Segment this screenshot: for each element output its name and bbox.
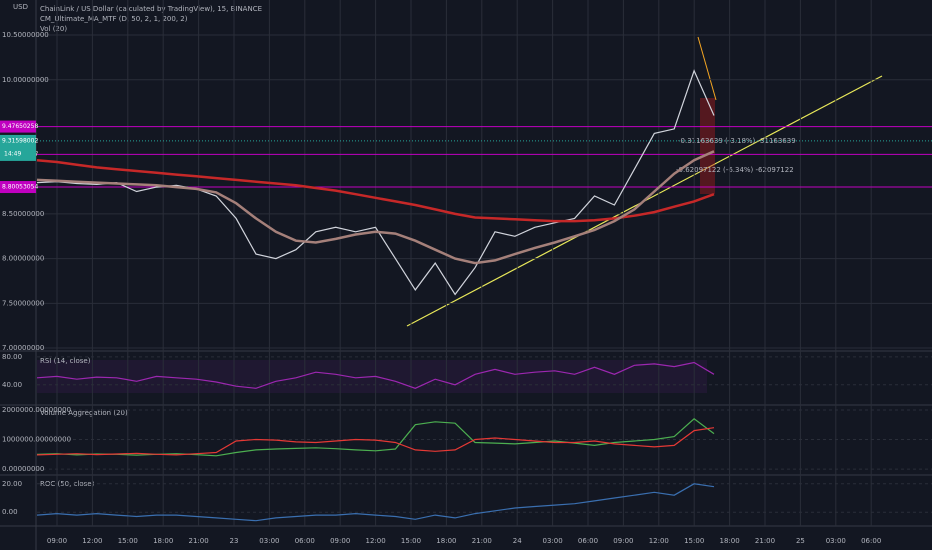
time-label: 21:00 — [472, 537, 492, 545]
measure-box[interactable] — [700, 98, 715, 194]
time-label: 15:00 — [118, 537, 138, 545]
time-label: 21:00 — [755, 537, 775, 545]
time-label: 03:00 — [826, 537, 846, 545]
time-label: 09:00 — [613, 537, 633, 545]
y-tick-label: 0.00000000 — [2, 465, 44, 473]
level-label: 8.80053054 — [2, 184, 38, 191]
y-tick-label: 40.00 — [2, 381, 22, 389]
indicator-title: Vol (20) — [40, 25, 67, 33]
series-line — [36, 361, 715, 389]
time-label: 24 — [513, 537, 522, 545]
time-label: 25 — [796, 537, 805, 545]
time-label: 12:00 — [82, 537, 102, 545]
time-label: 06:00 — [861, 537, 881, 545]
current-price-label: 9.31598002 — [2, 137, 38, 144]
countdown-label: 14:49 — [4, 150, 21, 157]
time-label: 18:00 — [720, 537, 740, 545]
time-label: 06:00 — [578, 537, 598, 545]
time-label: 23 — [230, 537, 239, 545]
time-label: 15:00 — [684, 537, 704, 545]
pane-title: Volume Aggregation (20) — [40, 409, 128, 417]
y-tick-label: 2000000.00000000 — [2, 406, 71, 414]
series-line — [36, 427, 715, 456]
level-box — [0, 181, 36, 194]
y-tick-label: 8.00000000 — [2, 255, 44, 263]
series-line — [36, 483, 715, 522]
y-tick-label: 8.50000000 — [2, 210, 44, 218]
time-label: 12:00 — [649, 537, 669, 545]
time-label: 21:00 — [189, 537, 209, 545]
time-label: 09:00 — [47, 537, 67, 545]
y-tick-label: 10.00000000 — [2, 76, 49, 84]
series-line — [36, 150, 715, 265]
y-tick-label: 0.00 — [2, 508, 18, 516]
y-tick-label: 20.00 — [2, 480, 22, 488]
symbol-title: ChainLink / US Dollar (calculated by Tra… — [40, 5, 262, 13]
time-label: 15:00 — [401, 537, 421, 545]
currency: USD — [13, 3, 28, 11]
time-label: 09:00 — [330, 537, 350, 545]
trend-line[interactable] — [697, 36, 717, 101]
time-label: 18:00 — [436, 537, 456, 545]
y-tick-label: 80.00 — [2, 353, 22, 361]
time-label: 03:00 — [543, 537, 563, 545]
y-tick-label: 10.50000000 — [2, 31, 49, 39]
time-label: 18:00 — [153, 537, 173, 545]
series-line — [36, 158, 715, 223]
measure-label: -0.62097122 (-6.34%) -62097122 — [676, 166, 794, 174]
level-box — [0, 120, 36, 133]
y-tick-label: 7.50000000 — [2, 299, 44, 307]
current-price-box — [0, 134, 36, 161]
y-tick-label: 7.00000000 — [2, 344, 44, 352]
indicator-title: CM_Ultimate_MA_MTF (D, 50, 2, 1, 200, 2) — [40, 15, 188, 23]
y-tick-label: 1000000.00000000 — [2, 436, 71, 444]
pane-title: RSI (14, close) — [40, 357, 91, 365]
level-label: 9.47650258 — [2, 123, 38, 130]
time-label: 12:00 — [366, 537, 386, 545]
series-line — [36, 69, 715, 296]
time-label: 03:00 — [259, 537, 279, 545]
time-label: 06:00 — [295, 537, 315, 545]
